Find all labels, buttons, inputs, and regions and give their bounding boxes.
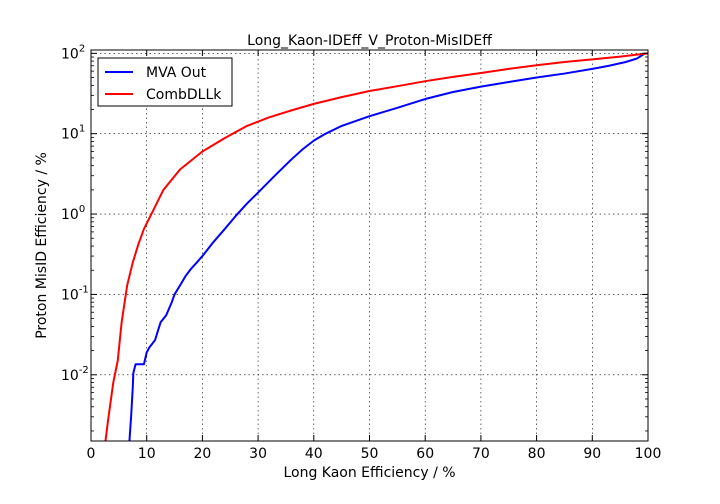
y-tick-exponent: 1	[79, 124, 85, 135]
series-line-combdllk	[104, 52, 648, 441]
y-tick-exponent: -1	[79, 284, 89, 295]
y-tick-base: 10	[61, 207, 79, 223]
legend-label: MVA Out	[146, 65, 207, 81]
y-tick-label: 10-2	[61, 365, 89, 384]
x-tick-label: 90	[583, 446, 601, 462]
x-tick-label: 30	[249, 446, 267, 462]
x-tick-label: 80	[528, 446, 546, 462]
legend: MVA Out CombDLLk	[97, 57, 233, 107]
grid	[91, 50, 648, 441]
x-tick-label: 60	[416, 446, 434, 462]
x-tick-label: 70	[472, 446, 490, 462]
x-tick-label: 50	[361, 446, 379, 462]
chart-title: Long_Kaon-IDEff_V_Proton-MisIDEff	[247, 33, 492, 49]
y-tick-base: 10	[61, 127, 79, 143]
y-tick-exponent: 2	[79, 43, 85, 54]
y-tick-exponent: -2	[79, 365, 89, 376]
x-tick-label: 40	[305, 446, 323, 462]
y-tick-base: 10	[61, 368, 79, 384]
x-tick-label: 10	[138, 446, 156, 462]
x-tick-label: 100	[635, 446, 662, 462]
x-axis-label: Long Kaon Efficiency / %	[283, 465, 455, 481]
legend-box	[97, 57, 233, 107]
y-tick-label: 100	[61, 204, 85, 223]
y-tick-label: 101	[61, 124, 85, 143]
y-axis-label: Proton MisID Efficiency / %	[34, 152, 50, 339]
y-tick-label: 10-1	[61, 284, 89, 303]
y-tick-base: 10	[61, 46, 79, 62]
y-tick-base: 10	[61, 287, 79, 303]
y-tick-exponent: 0	[79, 204, 85, 215]
series-layer	[104, 52, 648, 441]
x-tick-label: 0	[87, 446, 96, 462]
series-line-mva-out	[128, 52, 646, 441]
y-tick-label: 102	[61, 43, 85, 62]
legend-label: CombDLLk	[146, 87, 222, 103]
x-tick-label: 20	[193, 446, 211, 462]
